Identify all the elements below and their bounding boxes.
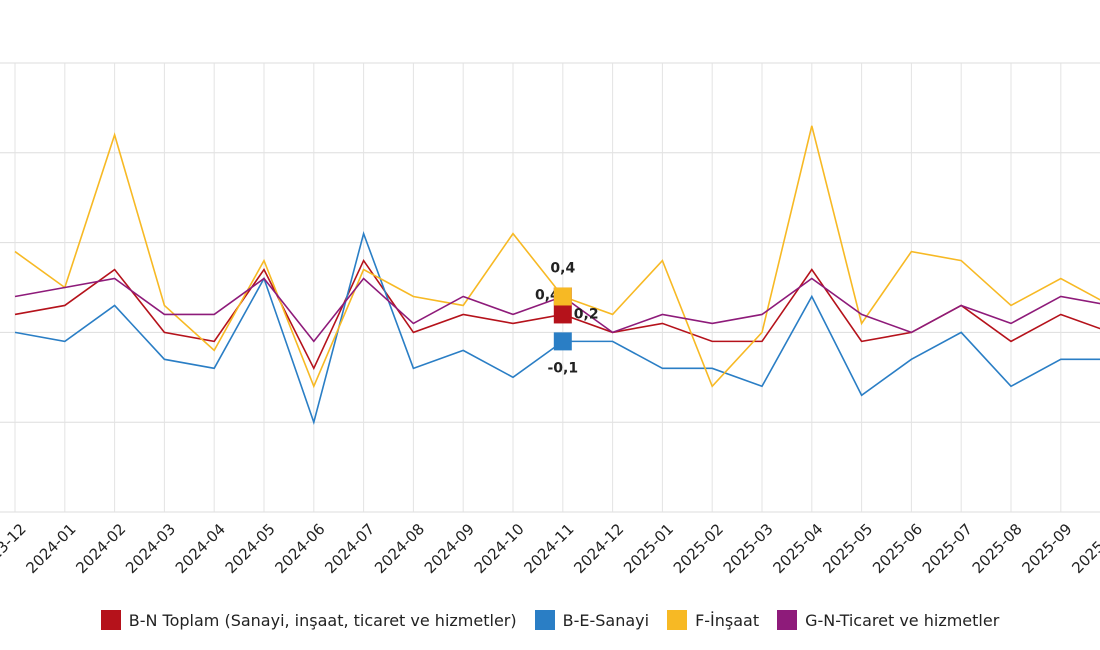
x-tick-label: 2024-11 [520, 520, 577, 577]
x-tick-label: 2024-04 [172, 520, 229, 577]
legend-label: B-N Toplam (Sanayi, inşaat, ticaret ve h… [128, 610, 517, 630]
legend-label: B-E-Sanayi [562, 610, 650, 630]
x-tick-label: 2024-08 [371, 520, 428, 577]
data-label: 0,2 [574, 306, 599, 322]
legend-label: F-İnşaat [695, 610, 760, 630]
x-tick-label: 2024-10 [471, 520, 528, 577]
x-tick-label: 2024-12 [570, 520, 627, 577]
x-tick-label: 2025-03 [720, 520, 777, 577]
x-tick-label: 2025-01 [620, 520, 677, 577]
x-tick-label: 2024-03 [122, 520, 179, 577]
legend-swatch [667, 610, 688, 630]
legend-item[interactable]: F-İnşaat [667, 610, 759, 630]
legend-swatch [534, 610, 555, 630]
x-tick-label: 2025-09 [1018, 520, 1075, 577]
x-tick-label: 2024-05 [222, 520, 279, 577]
x-tick-label: 2025-07 [919, 520, 976, 577]
point-marker [553, 305, 572, 324]
point-marker [553, 287, 572, 306]
x-tick-label: 2024-01 [22, 520, 79, 577]
data-label: 0,4 [535, 287, 560, 303]
legend-swatch [100, 610, 121, 630]
point-marker [553, 332, 572, 351]
legend-label: G-N-Ticaret ve hizmetler [805, 610, 1000, 630]
x-tick-label: 2025-02 [670, 520, 727, 577]
x-tick-label: 2024-06 [271, 520, 328, 577]
x-tick-label: 2024-09 [421, 520, 478, 577]
x-tick-label: 2025-06 [869, 520, 926, 577]
data-label: 0,4 [550, 260, 575, 276]
x-tick-label: 2024-07 [321, 520, 378, 577]
x-tick-label: 2025-08 [969, 520, 1026, 577]
legend-item[interactable]: G-N-Ticaret ve hizmetler [777, 610, 999, 630]
x-tick-label: 2025-05 [819, 520, 876, 577]
x-tick-label: 2024-02 [72, 520, 129, 577]
x-tick-label: 2025-10 [1068, 520, 1100, 577]
legend-item[interactable]: B-N Toplam (Sanayi, inşaat, ticaret ve h… [100, 610, 517, 630]
data-label: -0,1 [547, 360, 578, 376]
legend-item[interactable]: B-E-Sanayi [534, 610, 650, 630]
x-tick-label: 2025-04 [769, 520, 826, 577]
legend-swatch [777, 610, 798, 630]
legend: B-N Toplam (Sanayi, inşaat, ticaret ve h… [0, 610, 1100, 630]
chart: 2023-122024-012024-022024-032024-042024-… [0, 62, 1100, 577]
